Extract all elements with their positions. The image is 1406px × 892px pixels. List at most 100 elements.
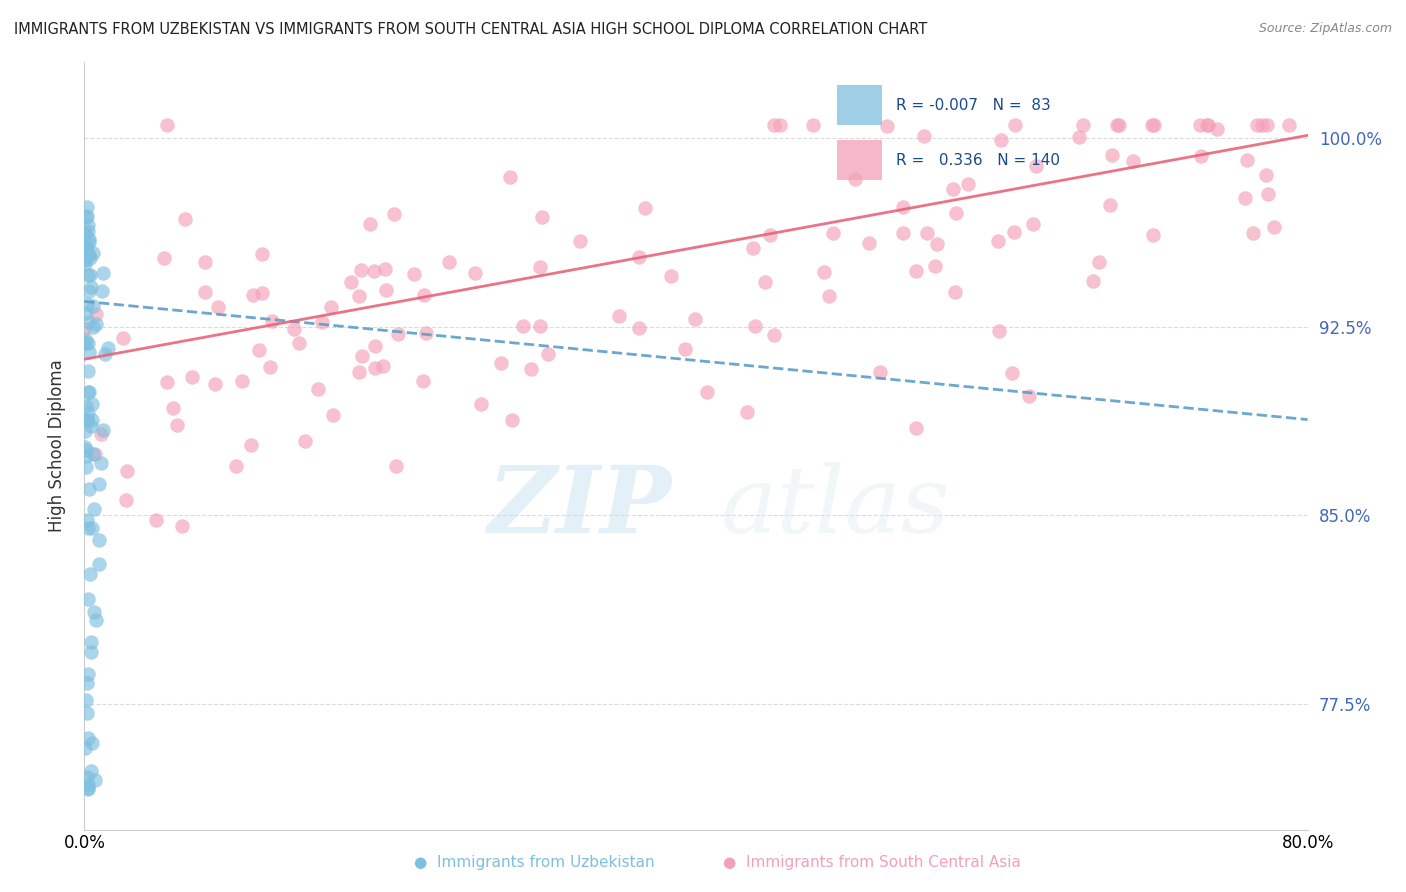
Point xyxy=(683,312,706,326)
Point xyxy=(990,133,1012,147)
Point xyxy=(73,322,96,336)
Point xyxy=(1189,149,1212,163)
Text: ●  Immigrants from Uzbekistan: ● Immigrants from Uzbekistan xyxy=(413,855,655,870)
Point xyxy=(240,438,263,452)
Point xyxy=(464,266,486,280)
Point xyxy=(82,300,104,314)
Point xyxy=(1143,118,1166,132)
Point xyxy=(844,172,866,186)
Text: R = -0.007   N =  83: R = -0.007 N = 83 xyxy=(897,97,1052,112)
Point xyxy=(73,252,96,267)
Point xyxy=(512,318,534,333)
Point xyxy=(94,347,117,361)
Point xyxy=(153,251,176,265)
Point xyxy=(75,241,97,255)
Point xyxy=(1108,118,1130,132)
Point xyxy=(876,119,898,133)
Point xyxy=(77,335,100,350)
Point xyxy=(76,406,98,420)
Point xyxy=(1257,187,1279,202)
Point xyxy=(77,315,100,329)
Point xyxy=(1004,118,1026,132)
Point xyxy=(696,384,718,399)
Point xyxy=(225,459,247,474)
Point xyxy=(80,397,103,411)
Point xyxy=(1263,220,1285,235)
Point xyxy=(76,247,98,261)
Point xyxy=(763,118,786,132)
Point xyxy=(77,284,100,298)
Point xyxy=(77,521,100,535)
Point xyxy=(76,363,98,377)
Point xyxy=(77,218,100,232)
Point xyxy=(607,309,630,323)
Point xyxy=(529,260,551,275)
Point xyxy=(83,605,105,619)
Point xyxy=(145,513,167,527)
Point xyxy=(75,257,97,271)
Point xyxy=(1098,198,1121,212)
Point xyxy=(942,182,965,196)
Point xyxy=(262,314,284,328)
Point xyxy=(93,266,115,280)
Point xyxy=(1140,118,1163,132)
Point xyxy=(350,349,373,363)
Point xyxy=(77,482,100,496)
Point xyxy=(75,336,97,351)
Point xyxy=(754,276,776,290)
Point xyxy=(76,200,98,214)
Point xyxy=(627,250,650,264)
Point xyxy=(87,533,110,547)
Point xyxy=(1254,168,1277,182)
Point xyxy=(76,591,98,606)
Point xyxy=(82,736,104,750)
Point xyxy=(76,513,98,527)
Point xyxy=(84,447,107,461)
Point xyxy=(76,297,98,311)
Point xyxy=(659,269,682,284)
Point xyxy=(912,129,935,144)
Point xyxy=(80,279,103,293)
Point xyxy=(77,268,100,283)
Point xyxy=(288,335,311,350)
Point xyxy=(537,347,560,361)
Point xyxy=(1067,130,1090,145)
Point xyxy=(87,557,110,571)
Point xyxy=(501,413,523,427)
Point xyxy=(1189,118,1212,132)
Point xyxy=(956,178,979,192)
Point xyxy=(735,405,758,419)
Point xyxy=(530,211,553,225)
Point xyxy=(322,409,344,423)
Point xyxy=(1236,153,1258,167)
Point xyxy=(283,322,305,336)
Point xyxy=(412,374,434,388)
Point xyxy=(1018,389,1040,403)
Point xyxy=(1256,118,1278,132)
Point xyxy=(75,210,97,224)
Point xyxy=(181,369,204,384)
Point xyxy=(1025,159,1047,173)
Point xyxy=(763,328,786,343)
Point xyxy=(76,676,98,690)
Point xyxy=(112,331,135,345)
Point xyxy=(89,427,111,442)
Point xyxy=(77,235,100,249)
Point xyxy=(374,262,396,277)
Text: R =   0.336   N = 140: R = 0.336 N = 140 xyxy=(897,153,1060,168)
Point xyxy=(382,207,405,221)
Point xyxy=(76,209,98,223)
Point xyxy=(84,307,107,321)
Point xyxy=(988,324,1011,338)
Point xyxy=(413,287,436,301)
Point xyxy=(1278,118,1301,132)
Point xyxy=(359,217,381,231)
Point xyxy=(925,237,948,252)
Point xyxy=(319,300,342,314)
Point xyxy=(439,254,461,268)
Point xyxy=(75,693,97,707)
Point xyxy=(813,265,835,279)
Point xyxy=(1107,118,1129,132)
Point xyxy=(375,284,398,298)
Point xyxy=(79,252,101,266)
